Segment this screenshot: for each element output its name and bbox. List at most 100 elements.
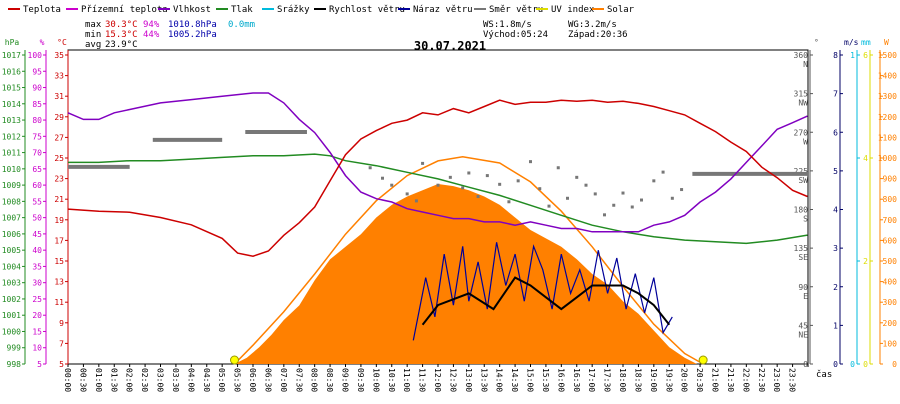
x-tick-label: 11:30 xyxy=(418,368,427,392)
x-tick-label: 21:00 xyxy=(711,368,720,392)
humidity-axis-tick-label: 10 xyxy=(32,344,42,353)
wind-dir-point xyxy=(390,183,394,187)
stat-max-temp: 30.3°C xyxy=(105,20,138,30)
temperature-axis-tick-label: 15 xyxy=(54,257,64,266)
x-tick-label: 19:00 xyxy=(649,368,658,392)
pressure-axis-tick-label: 1000 xyxy=(2,327,21,336)
solar-axis-tick-label: 500 xyxy=(883,257,898,266)
legend-label: Vlhkost xyxy=(173,5,211,15)
direction-axis-unit: ° xyxy=(814,38,819,47)
stat-avg-label: avg xyxy=(85,40,101,50)
solar-axis-tick-label: 1100 xyxy=(878,133,897,142)
pressure-axis-tick-label: 1004 xyxy=(2,262,21,271)
direction-axis-dir-label: N xyxy=(803,60,808,69)
pressure-axis-tick-label: 1011 xyxy=(2,149,21,158)
pressure-axis-tick-label: 998 xyxy=(7,360,22,369)
wind-dir-point xyxy=(612,203,616,207)
temperature-axis-tick-label: 25 xyxy=(54,154,64,163)
pressure-axis-tick-label: 999 xyxy=(7,344,22,353)
humidity-axis-tick-label: 20 xyxy=(32,311,42,320)
wind-dir-point xyxy=(603,213,606,217)
stat-min-press: 1005.2hPa xyxy=(168,30,217,40)
stat-min-temp: 15.3°C xyxy=(105,30,138,40)
wind-dir-point xyxy=(507,200,511,204)
x-tick-label: 00:00 xyxy=(63,368,72,392)
x-tick-label: 11:00 xyxy=(402,368,411,392)
wind-dir-point xyxy=(381,176,384,180)
temperature-axis-tick-label: 5 xyxy=(59,360,64,369)
x-tick-label: 05:30 xyxy=(233,368,242,392)
stat-sunrise: Východ:05:24 xyxy=(483,30,548,40)
stat-max-press: 1010.8hPa xyxy=(168,20,217,30)
temperature-axis-tick-label: 31 xyxy=(54,92,64,101)
x-tick-label: 05:00 xyxy=(217,368,226,392)
wind-axis-tick-label: 8 xyxy=(833,51,838,60)
x-tick-label: 15:30 xyxy=(541,368,550,392)
direction-axis-dir-label: E xyxy=(803,292,808,301)
stats-panel: max 30.3°C 94% 1010.8hPa 0.0mm min 15.3°… xyxy=(85,20,628,50)
uv-axis-tick-label: 4 xyxy=(863,154,868,163)
rain-axis-unit: mm xyxy=(861,38,871,47)
wind-dir-point xyxy=(593,192,597,196)
stat-max-rain: 0.0mm xyxy=(228,20,255,30)
wind-dir-point xyxy=(516,179,520,183)
wind-dir-point xyxy=(467,171,471,175)
solar-axis-unit: W xyxy=(884,38,889,47)
x-tick-label: 12:00 xyxy=(433,368,442,392)
stat-max-label: max xyxy=(85,20,102,30)
stat-sunset: Západ:20:36 xyxy=(568,30,628,40)
temperature-axis-unit: °C xyxy=(57,38,67,47)
direction-axis-dir-label: W xyxy=(803,137,808,146)
humidity-axis-tick-label: 15 xyxy=(32,327,42,336)
stat-max-hum: 94% xyxy=(143,20,160,30)
direction-axis-dir-label: S xyxy=(803,215,808,224)
x-tick-label: 00:30 xyxy=(78,368,87,392)
plot-area: 00:00 00:30 01:00 01:30 02:00 02:30 03:00 03:30… xyxy=(2,38,897,392)
uv-marker xyxy=(698,355,708,365)
direction-axis-tick-label: 225 xyxy=(794,167,809,176)
pressure-axis-tick-label: 1010 xyxy=(2,165,21,174)
wind-dir-point xyxy=(680,188,684,192)
direction-axis-tick-label: 360 xyxy=(794,51,809,60)
temperature-axis-tick-label: 23 xyxy=(54,175,64,184)
wind-dir-point xyxy=(670,196,674,200)
pressure-axis-tick-label: 1002 xyxy=(2,295,21,304)
solar-axis-tick-label: 200 xyxy=(883,319,898,328)
pressure-axis-tick-label: 1007 xyxy=(2,214,21,223)
direction-axis-tick-label: 135 xyxy=(794,244,809,253)
wind-dir-point xyxy=(461,186,465,190)
solar-axis-tick-label: 700 xyxy=(883,216,898,225)
stat-avg-temp: 23.9°C xyxy=(105,40,138,50)
x-tick-label: 13:00 xyxy=(464,368,473,392)
wind-dir-point xyxy=(529,160,532,164)
wind-dir-point xyxy=(621,191,625,195)
temperature-axis-tick-label: 29 xyxy=(54,113,64,122)
x-tick-label: 01:00 xyxy=(94,368,103,392)
legend-label: Náraz větru xyxy=(413,5,473,15)
wind-dir-point xyxy=(640,198,643,202)
humidity-axis-unit: % xyxy=(40,38,45,47)
wind-dir-point xyxy=(436,183,440,187)
pressure-axis-tick-label: 1006 xyxy=(2,230,21,239)
humidity-axis-tick-label: 55 xyxy=(32,197,42,206)
solar-axis-tick-label: 800 xyxy=(883,195,898,204)
x-tick-label: 22:30 xyxy=(757,368,766,392)
x-tick-label: 12:30 xyxy=(448,368,457,392)
uv-axis-tick-label: 0 xyxy=(863,360,868,369)
wind-dir-point xyxy=(575,175,579,179)
humidity-axis-tick-label: 5 xyxy=(37,360,42,369)
wind-dir-point xyxy=(476,195,480,199)
wind-dir-point xyxy=(421,161,425,165)
direction-axis-tick-label: 270 xyxy=(794,128,809,137)
uv-axis-tick-label: 6 xyxy=(863,51,868,60)
wind-dir-point xyxy=(556,166,560,170)
solar-axis-tick-label: 1300 xyxy=(878,92,897,101)
rain-axis-tick-label: 0 xyxy=(850,360,855,369)
temperature-axis-tick-label: 7 xyxy=(59,339,64,348)
x-axis-label: čas xyxy=(816,369,832,380)
x-tick-label: 20:30 xyxy=(695,368,704,392)
wind-gust-line xyxy=(412,242,673,341)
direction-axis-tick-label: 180 xyxy=(794,206,809,215)
humidity-axis-tick-label: 90 xyxy=(32,84,42,93)
pressure-axis-tick-label: 1016 xyxy=(2,67,21,76)
